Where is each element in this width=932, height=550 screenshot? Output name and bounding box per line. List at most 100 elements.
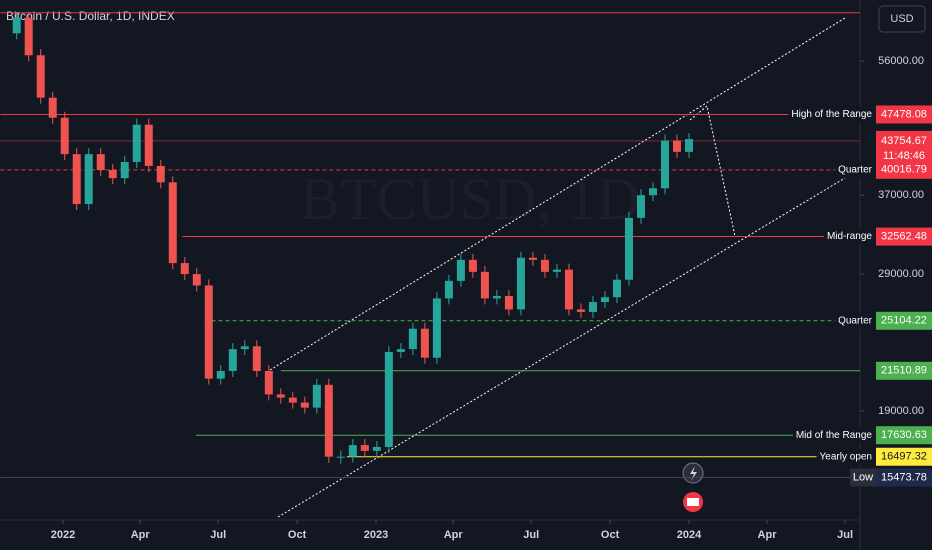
candle (516, 257, 525, 310)
level-tag (876, 426, 932, 445)
level-tag-value: 15473.78 (881, 471, 927, 483)
candle (240, 346, 249, 350)
candle (72, 154, 81, 205)
candle (480, 271, 489, 299)
candle (60, 117, 69, 155)
time-tick-label: 2023 (364, 529, 388, 541)
candle (192, 274, 201, 286)
level-name: Yearly open (820, 451, 872, 462)
level-name: Mid of the Range (796, 430, 873, 441)
level-tag (876, 160, 932, 179)
candle (685, 139, 693, 152)
level-tag (876, 105, 932, 124)
candle (96, 154, 105, 170)
price-tick-label: 19000.00 (878, 405, 924, 417)
candle (264, 370, 273, 395)
level-tag-value: 17630.63 (881, 429, 927, 441)
level-name: High of the Range (791, 109, 872, 120)
time-tick-label: Apr (758, 529, 778, 541)
candle (372, 447, 381, 451)
current-price-tag (876, 130, 932, 165)
level-name-tag (850, 468, 876, 487)
price-tick-label: 29000.00 (878, 268, 924, 280)
candle (24, 17, 33, 56)
candle (360, 445, 369, 451)
candle (288, 397, 297, 403)
candle (120, 161, 129, 179)
level-tag-value: 40016.79 (881, 164, 927, 176)
candle (624, 217, 633, 280)
level-tag-value: 25104.22 (881, 315, 927, 327)
candle (180, 263, 189, 275)
candle (156, 165, 165, 183)
level-tag (876, 447, 932, 466)
candle (432, 298, 441, 358)
watermark: BTCUSD, 1D (300, 166, 640, 232)
candle (324, 384, 333, 457)
candle (528, 257, 537, 260)
flag-glyph (687, 498, 699, 506)
candle (336, 456, 345, 458)
price-tick-label: 56000.00 (878, 55, 924, 67)
candle (552, 269, 561, 272)
time-tick-label: Apr (444, 529, 464, 541)
candle (312, 384, 321, 408)
level-name-bg (823, 228, 873, 245)
time-tick-label: Jul (210, 529, 226, 541)
candle (300, 402, 309, 408)
candle (456, 259, 465, 281)
level-tag (876, 311, 932, 330)
candle (144, 124, 153, 166)
candle (408, 328, 417, 350)
candle (204, 285, 213, 379)
level-tag (876, 227, 932, 246)
level-name: Mid-range (827, 231, 872, 242)
candle (132, 124, 141, 162)
candle (216, 370, 225, 379)
candle (540, 259, 549, 272)
level-tag-value: 16497.32 (881, 451, 927, 463)
candle (384, 351, 393, 448)
level-tag (876, 468, 932, 487)
candle (672, 140, 681, 152)
flash-glyph (690, 466, 697, 481)
candle (576, 309, 585, 312)
candle (396, 349, 405, 352)
candle (84, 154, 93, 205)
time-tick-label: Oct (288, 529, 307, 541)
candle (612, 279, 621, 298)
time-tick-label: Jul (837, 529, 853, 541)
countdown: 11:48:46 (883, 150, 925, 162)
candle (600, 297, 609, 303)
level-name-bg (816, 448, 873, 465)
candle (492, 296, 501, 299)
level-tag-value: 21510.89 (881, 365, 927, 377)
candle (636, 195, 645, 218)
candle (660, 140, 669, 189)
candle (588, 302, 597, 312)
candle (228, 349, 237, 371)
candle (348, 445, 357, 457)
candle (12, 17, 21, 34)
level-name: Quarter (838, 164, 873, 175)
currency-label: USD (890, 13, 913, 25)
level-name-bg (788, 106, 873, 123)
level-name-bg (792, 427, 873, 444)
candle (48, 97, 57, 118)
level-name-bg (835, 161, 873, 178)
level-tag-value: 32562.48 (881, 230, 927, 242)
candle (252, 346, 261, 371)
candle (276, 394, 285, 398)
time-tick-label: Apr (131, 529, 151, 541)
channel-upper (269, 17, 846, 371)
level-tag (876, 361, 932, 380)
candle (468, 259, 477, 272)
currency-button[interactable] (878, 5, 926, 33)
channel (269, 17, 846, 518)
price-tick-label: 37000.00 (878, 189, 924, 201)
time-tick-label: Jul (523, 529, 539, 541)
candle (504, 296, 513, 310)
icons (682, 462, 704, 512)
